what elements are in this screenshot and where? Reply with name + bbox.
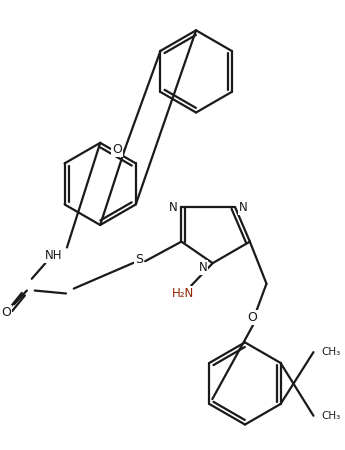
Text: S: S: [135, 253, 143, 266]
Text: O: O: [1, 306, 11, 319]
Text: O: O: [112, 143, 122, 156]
Text: N: N: [198, 261, 207, 274]
Text: O: O: [247, 311, 257, 324]
Text: CH₃: CH₃: [321, 411, 341, 421]
Text: N: N: [239, 201, 247, 214]
Text: H₂N: H₂N: [172, 287, 195, 300]
Text: NH: NH: [45, 249, 62, 262]
Text: N: N: [169, 201, 178, 214]
Text: CH₃: CH₃: [321, 347, 341, 357]
